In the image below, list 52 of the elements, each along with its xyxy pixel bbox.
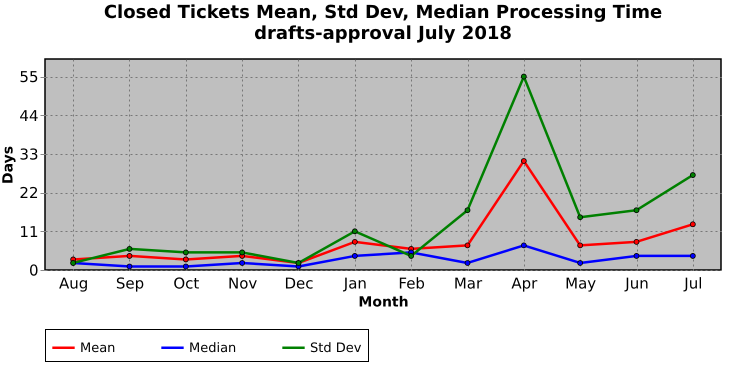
- x-tick-label: Apr: [511, 274, 538, 292]
- point: [520, 158, 527, 164]
- point: [408, 253, 414, 259]
- point: [464, 207, 470, 214]
- point: [126, 246, 132, 252]
- x-tick-label: Mar: [454, 274, 483, 292]
- point: [182, 250, 189, 256]
- point: [690, 172, 696, 178]
- legend-label: Std Dev: [310, 340, 362, 356]
- point: [520, 242, 527, 248]
- y-axis-title: Days: [0, 146, 16, 184]
- point: [239, 250, 246, 256]
- point: [577, 242, 584, 248]
- point: [352, 238, 358, 245]
- point: [126, 253, 132, 259]
- y-tick-label: 33: [19, 145, 38, 164]
- x-tick-label: Nov: [228, 274, 258, 292]
- x-tick-label: Jun: [624, 274, 649, 292]
- point: [182, 256, 189, 262]
- point: [520, 74, 527, 80]
- legend-label: Median: [189, 340, 236, 356]
- point: [577, 214, 584, 220]
- x-tick-label: Feb: [398, 274, 425, 292]
- point: [690, 253, 696, 259]
- x-tick-label: Oct: [173, 274, 200, 292]
- x-tick-label: Sep: [116, 274, 144, 292]
- point: [464, 260, 470, 266]
- point: [352, 228, 358, 234]
- point: [634, 238, 640, 245]
- x-tick-label: Dec: [284, 274, 314, 292]
- x-tick-label: Aug: [59, 274, 88, 292]
- x-tick-label: May: [565, 274, 596, 292]
- point: [577, 260, 584, 266]
- y-tick-label: 11: [19, 222, 38, 241]
- chart-title: Closed Tickets Mean, Std Dev, Median Processing Time: [104, 2, 662, 23]
- point: [634, 207, 640, 214]
- point: [352, 253, 358, 259]
- x-tick-label: Jan: [342, 274, 367, 292]
- y-tick-label: 44: [19, 106, 38, 125]
- chart-subtitle: drafts-approval July 2018: [254, 23, 512, 44]
- point: [182, 264, 189, 270]
- y-tick-label: 22: [19, 184, 38, 202]
- point: [126, 264, 132, 270]
- point: [634, 253, 640, 259]
- y-tick-label: 0: [28, 262, 38, 280]
- x-axis-title: Month: [358, 294, 409, 310]
- point: [464, 242, 470, 248]
- x-tick-label: Jul: [683, 274, 702, 292]
- point: [239, 260, 246, 266]
- point: [690, 221, 696, 228]
- y-tick-label: 55: [19, 68, 38, 86]
- legend-label: Mean: [80, 340, 116, 356]
